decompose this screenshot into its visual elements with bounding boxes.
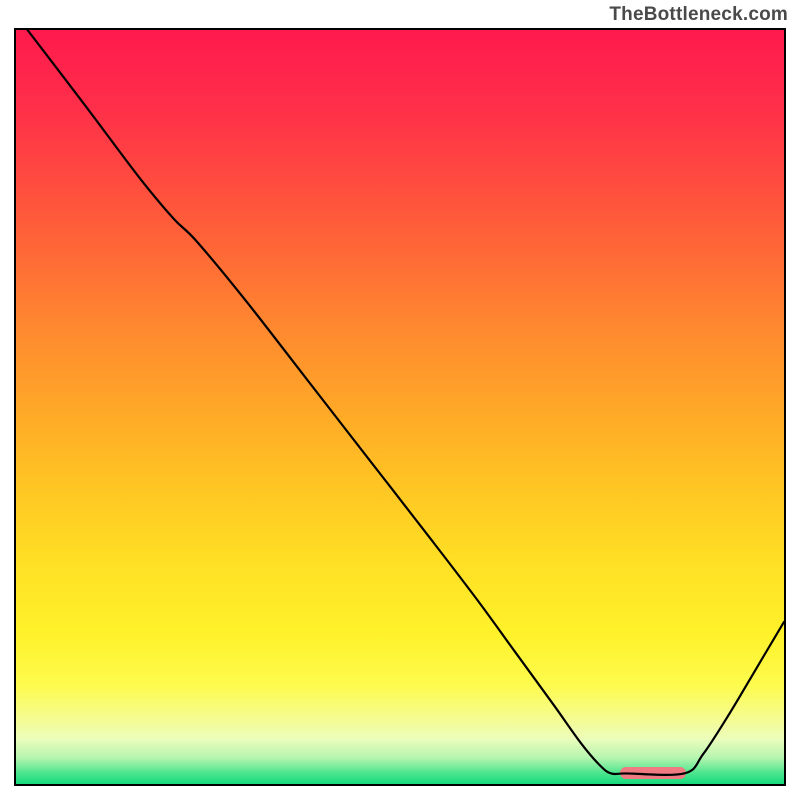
optimum-marker [620,767,686,779]
bottleneck-chart [14,28,786,786]
chart-background-gradient [16,30,784,784]
watermark-text: TheBottleneck.com [609,4,788,26]
